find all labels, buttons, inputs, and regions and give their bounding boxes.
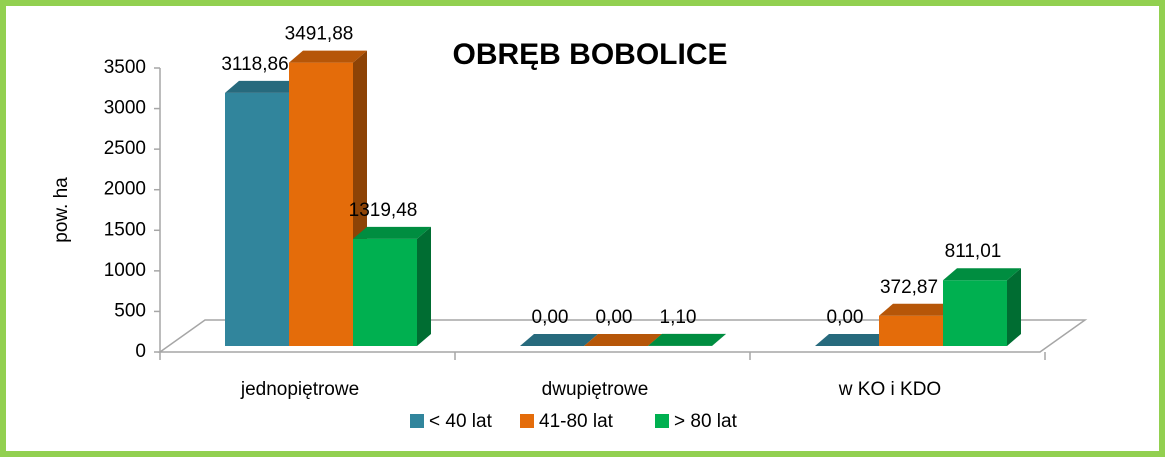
legend-label: > 80 lat [674, 411, 738, 432]
bar-front [225, 92, 289, 346]
bar-top [289, 50, 367, 63]
legend-label: 41-80 lat [539, 411, 614, 432]
y-axis-label: pow. ha [51, 177, 72, 243]
value-label: 372,87 [880, 277, 938, 298]
bar-top [815, 334, 893, 346]
value-label: 0,00 [596, 307, 633, 328]
y-tick-label: 0 [135, 341, 146, 362]
bar [943, 268, 1021, 346]
value-label: 1,10 [660, 307, 697, 328]
value-label: 1319,48 [349, 200, 418, 221]
y-tick-label: 1000 [104, 260, 146, 281]
bar-front [943, 280, 1007, 346]
y-tick-label: 3500 [104, 57, 146, 78]
bar-front [879, 315, 943, 346]
legend-swatch [410, 414, 424, 428]
bar [815, 334, 893, 346]
x-tick-label: dwupiętrowe [542, 379, 649, 400]
bar-side [1007, 268, 1021, 346]
value-label: 3118,86 [221, 54, 288, 75]
bar-top [225, 80, 303, 93]
bar-front [289, 62, 353, 347]
y-tick-label: 3000 [104, 98, 146, 119]
bar-side [712, 333, 726, 346]
value-label: 0,00 [532, 307, 569, 328]
x-tick-label: w KO i KDO [838, 379, 941, 400]
y-tick-label: 2500 [104, 138, 146, 159]
bar-front [353, 238, 417, 346]
bar [353, 226, 431, 346]
chart-title: OBRĘB BOBOLICE [452, 38, 727, 71]
bar [520, 334, 598, 346]
y-tick-label: 500 [114, 300, 146, 321]
bar-top [648, 333, 726, 346]
y-tick-label: 2000 [104, 179, 146, 200]
x-tick-label: jednopiętrowe [240, 379, 359, 400]
bar [584, 334, 662, 346]
bar-top [879, 303, 957, 316]
legend-swatch [520, 414, 534, 428]
legend-swatch [655, 414, 669, 428]
legend-label: < 40 lat [429, 411, 493, 432]
bar-top [353, 226, 431, 239]
bar-top [943, 268, 1021, 281]
value-label: 3491,88 [285, 24, 354, 45]
y-tick-label: 1500 [104, 219, 146, 240]
bar [648, 333, 726, 346]
value-label: 0,00 [827, 307, 864, 328]
bar-top [584, 334, 662, 346]
value-label: 811,01 [945, 241, 1002, 262]
bar-side [417, 226, 431, 346]
bar-top [520, 334, 598, 346]
